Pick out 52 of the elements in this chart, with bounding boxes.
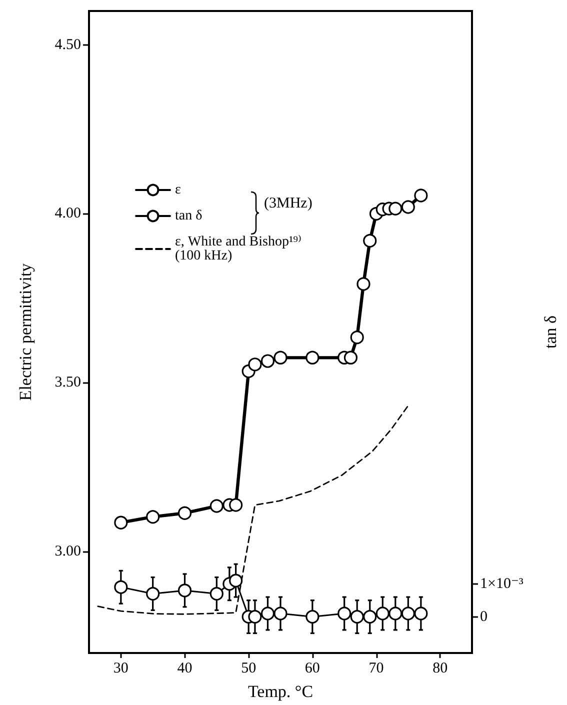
point <box>388 606 402 620</box>
point <box>210 586 224 601</box>
point <box>344 350 358 364</box>
point <box>363 610 377 624</box>
point <box>114 516 128 530</box>
x-tick-label: 80 <box>432 660 448 676</box>
point <box>388 202 402 216</box>
point <box>401 606 415 620</box>
y2-tick-label: 1×10⁻³ <box>480 576 524 592</box>
x-tick-label: 30 <box>113 660 128 676</box>
point <box>274 606 288 620</box>
y2-axis-title: tan δ <box>541 315 560 349</box>
x-tick-label: 60 <box>304 660 320 676</box>
x-tick-label: 50 <box>241 660 256 676</box>
point <box>274 350 288 364</box>
point <box>260 606 275 620</box>
point <box>306 610 320 624</box>
point <box>350 610 364 624</box>
y-tick-label: 3.50 <box>54 374 81 391</box>
point <box>210 499 224 513</box>
point <box>146 586 160 601</box>
x-tick-label: 40 <box>177 660 192 676</box>
point <box>350 330 364 344</box>
point <box>376 606 390 620</box>
point <box>363 234 377 248</box>
point <box>178 584 192 598</box>
point <box>414 188 428 202</box>
point <box>401 200 415 214</box>
point <box>248 358 262 372</box>
legend-label: ε, White and Bishop¹⁹⁾ (100 kHz) <box>175 234 302 264</box>
x-axis-title: Temp. °C <box>248 682 314 701</box>
point <box>338 606 352 620</box>
legend-label: ε <box>175 182 181 198</box>
y-tick-label: 3.00 <box>54 544 81 560</box>
point <box>229 574 243 588</box>
y-axis-title: Electric permittivity <box>16 262 35 401</box>
point <box>356 277 370 291</box>
point <box>229 498 243 512</box>
point <box>248 610 262 624</box>
point <box>178 506 192 520</box>
legend-label: tan δ <box>175 208 203 224</box>
point <box>414 606 428 620</box>
annotation: (3MHz) <box>264 196 312 212</box>
y-tick-label: 4.50 <box>54 36 81 53</box>
x-tick-label: 70 <box>368 660 384 676</box>
point <box>146 510 160 524</box>
y-tick-label: 4.00 <box>54 206 81 222</box>
point <box>306 350 320 364</box>
line-series <box>97 404 409 615</box>
point <box>260 354 275 368</box>
point <box>114 580 128 594</box>
y2-tick-label: 0 <box>480 608 488 625</box>
